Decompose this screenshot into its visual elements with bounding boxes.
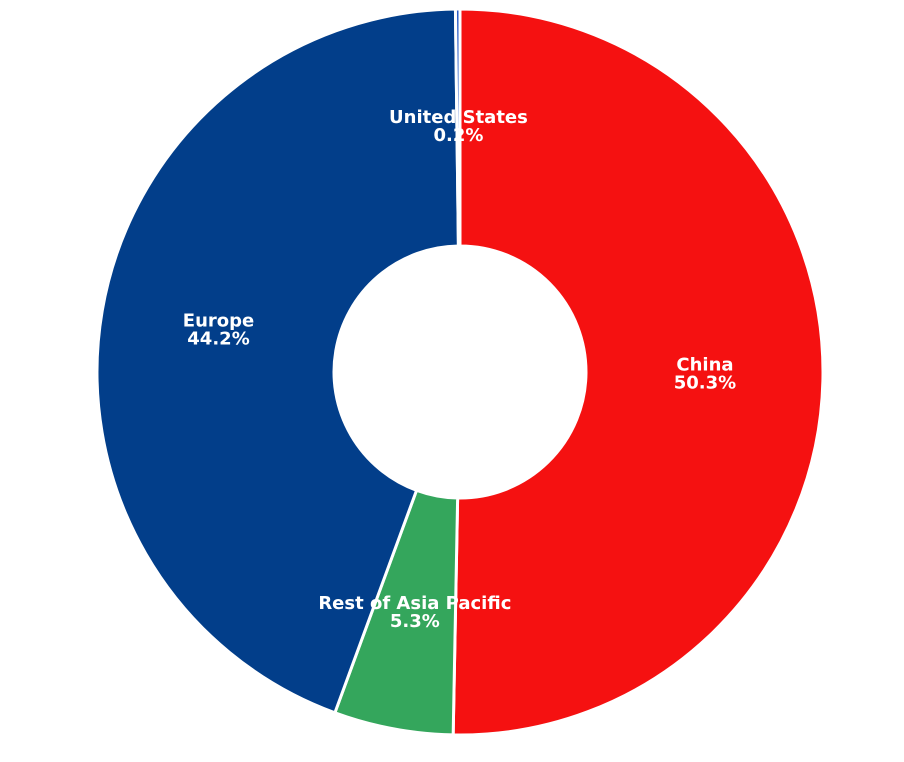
donut-slice bbox=[95, 7, 460, 715]
slice-value-label: 44.2% bbox=[187, 329, 249, 350]
slice-value-label: 0.2% bbox=[433, 125, 483, 146]
slice-value-label: 5.3% bbox=[390, 611, 440, 632]
donut-slice bbox=[453, 7, 462, 248]
slice-label: Europe bbox=[183, 311, 254, 332]
donut-slice bbox=[451, 7, 825, 737]
slice-label: China bbox=[676, 354, 733, 375]
slice-label: United States bbox=[389, 107, 528, 128]
slice-label: Rest of Asia Pacific bbox=[318, 593, 511, 614]
slice-value-label: 50.3% bbox=[674, 372, 736, 393]
